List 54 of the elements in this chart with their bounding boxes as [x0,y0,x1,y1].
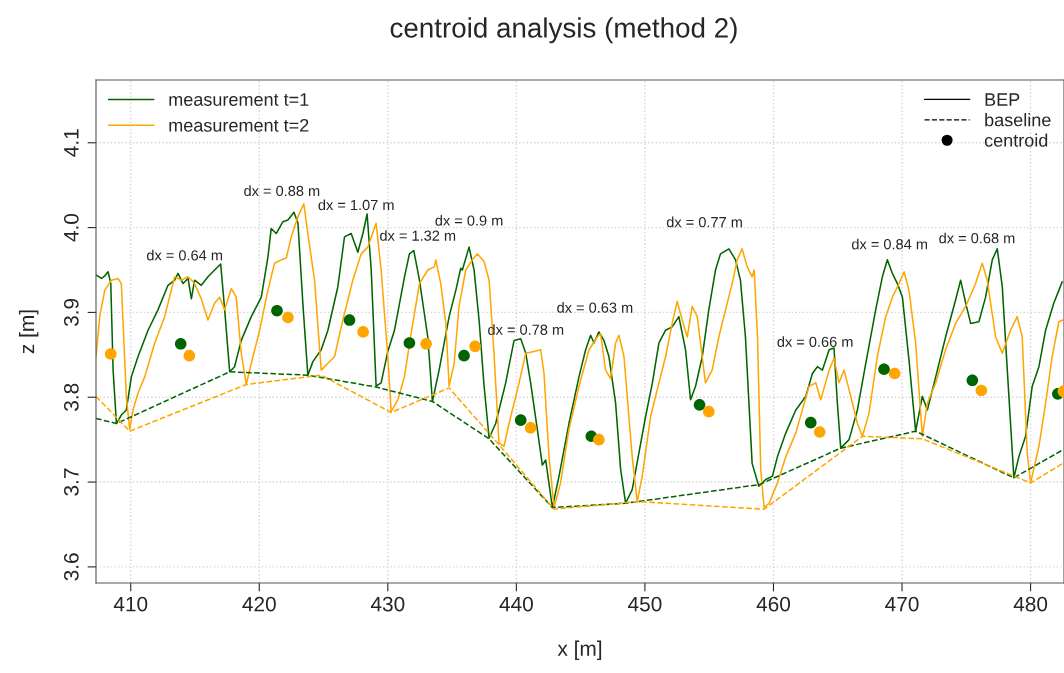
y-tick-label: 4.1 [64,129,79,157]
y-tick-label: 3.8 [63,383,79,411]
point [975,384,988,397]
x-tick-label: 430 [370,596,405,612]
annotation: dx = 0.77 m [666,216,742,228]
point [458,349,470,362]
x-tick-label: 450 [628,596,662,612]
point [804,416,817,429]
point [104,348,117,360]
legend-label: measurement t=1 [169,93,309,106]
point [593,433,605,446]
point [514,414,527,426]
point [693,399,706,411]
point [524,421,537,434]
y-axis-title: z [m] [18,310,39,354]
point [813,426,826,438]
x-axis-title: x [m] [557,640,602,661]
annotation: dx = 0.66 m [777,336,853,347]
x-tick-label: 440 [499,596,533,612]
point [403,337,416,349]
x-tick-label: 480 [1013,596,1048,612]
annotation: dx = 0.84 m [851,238,928,250]
chart-title: centroid analysis (method 2) [390,17,737,44]
point [271,304,283,317]
annotation: BEP [985,93,1020,106]
point [888,367,901,380]
y-tick-label: 3.9 [63,298,79,327]
point [703,405,715,418]
annotation: baseline [985,113,1051,127]
annotation: dx = 0.68 m [939,232,1015,244]
point [966,374,979,387]
y-tick-label: 3.6 [63,553,79,581]
point [183,349,196,362]
point [174,337,187,350]
annotation: dx = 0.64 m [146,249,223,261]
y-tick-label: 3.7 [63,468,79,496]
annotation: dx = 0.88 m [244,185,320,197]
x-tick-label: 460 [756,596,791,612]
x-tick-label: 470 [885,596,919,612]
point [469,340,481,353]
point [282,311,294,324]
annotation: dx = 0.9 m [435,215,503,226]
annotation: dx = 1.07 m [318,199,394,211]
x-tick-label: 420 [242,596,276,612]
annotation: dx = 1.32 m [380,230,456,241]
annotation: centroid [984,133,1048,147]
legend-label: measurement t=2 [169,118,309,132]
point [420,337,432,350]
point [357,326,369,338]
x-tick-label: 410 [113,596,148,612]
point [878,363,890,376]
point [343,314,356,326]
annotation: dx = 0.63 m [557,302,633,313]
y-tick-label: 4.0 [63,213,79,242]
